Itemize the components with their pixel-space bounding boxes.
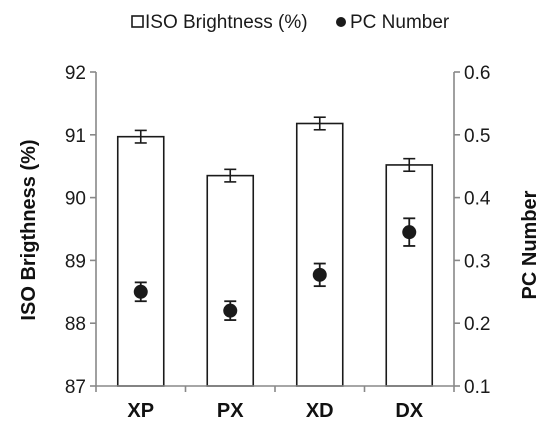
left-tick-layer: 87 88 89 90 91 92 (65, 63, 96, 398)
y-right-tick-label: 0.1 (464, 377, 490, 398)
legend: ISO Brightness (%) PC Number (131, 12, 450, 33)
y-right-tick-label: 0.5 (464, 126, 490, 147)
y-left-tick-label: 89 (65, 251, 86, 272)
y-left-tick-label: 92 (65, 63, 86, 84)
right-tick-layer: 0.1 0.2 0.3 0.4 0.5 0.6 (454, 63, 491, 398)
category-label-xd: XD (306, 400, 334, 422)
category-label-px: PX (217, 400, 244, 422)
legend-point-label: PC Number (350, 12, 450, 33)
y-axis-right-title: PC Number (519, 190, 541, 299)
bar-xd (295, 122, 344, 387)
point-xp (133, 284, 148, 299)
bar-error-layer (134, 116, 416, 183)
y-axis-left-title: ISO Brigthness (%) (18, 139, 40, 320)
y-left-tick-label: 91 (65, 126, 86, 147)
y-right-tick-label: 0.3 (464, 251, 490, 272)
point-px (223, 303, 238, 318)
y-left-tick-label: 87 (65, 377, 86, 398)
legend-bar-label: ISO Brightness (%) (145, 12, 308, 33)
category-label-dx: DX (395, 400, 423, 422)
points-layer (133, 217, 417, 321)
y-left-tick-label: 90 (65, 189, 86, 210)
y-right-tick-label: 0.2 (464, 314, 490, 335)
point-dx (402, 225, 417, 240)
bar-xp (116, 135, 165, 387)
category-layer: XP PX XD DX (127, 400, 423, 422)
point-xd (312, 267, 327, 282)
bar-dx (385, 164, 434, 387)
y-right-tick-label: 0.4 (464, 189, 491, 210)
bars-layer (116, 122, 434, 387)
bar-px (206, 174, 255, 387)
y-left-tick-label: 88 (65, 314, 86, 335)
y-right-tick-label: 0.6 (464, 63, 490, 84)
legend-bar-swatch (131, 15, 144, 28)
legend-point-swatch (336, 17, 346, 27)
axes-layer (95, 72, 455, 392)
category-label-xp: XP (127, 400, 154, 422)
